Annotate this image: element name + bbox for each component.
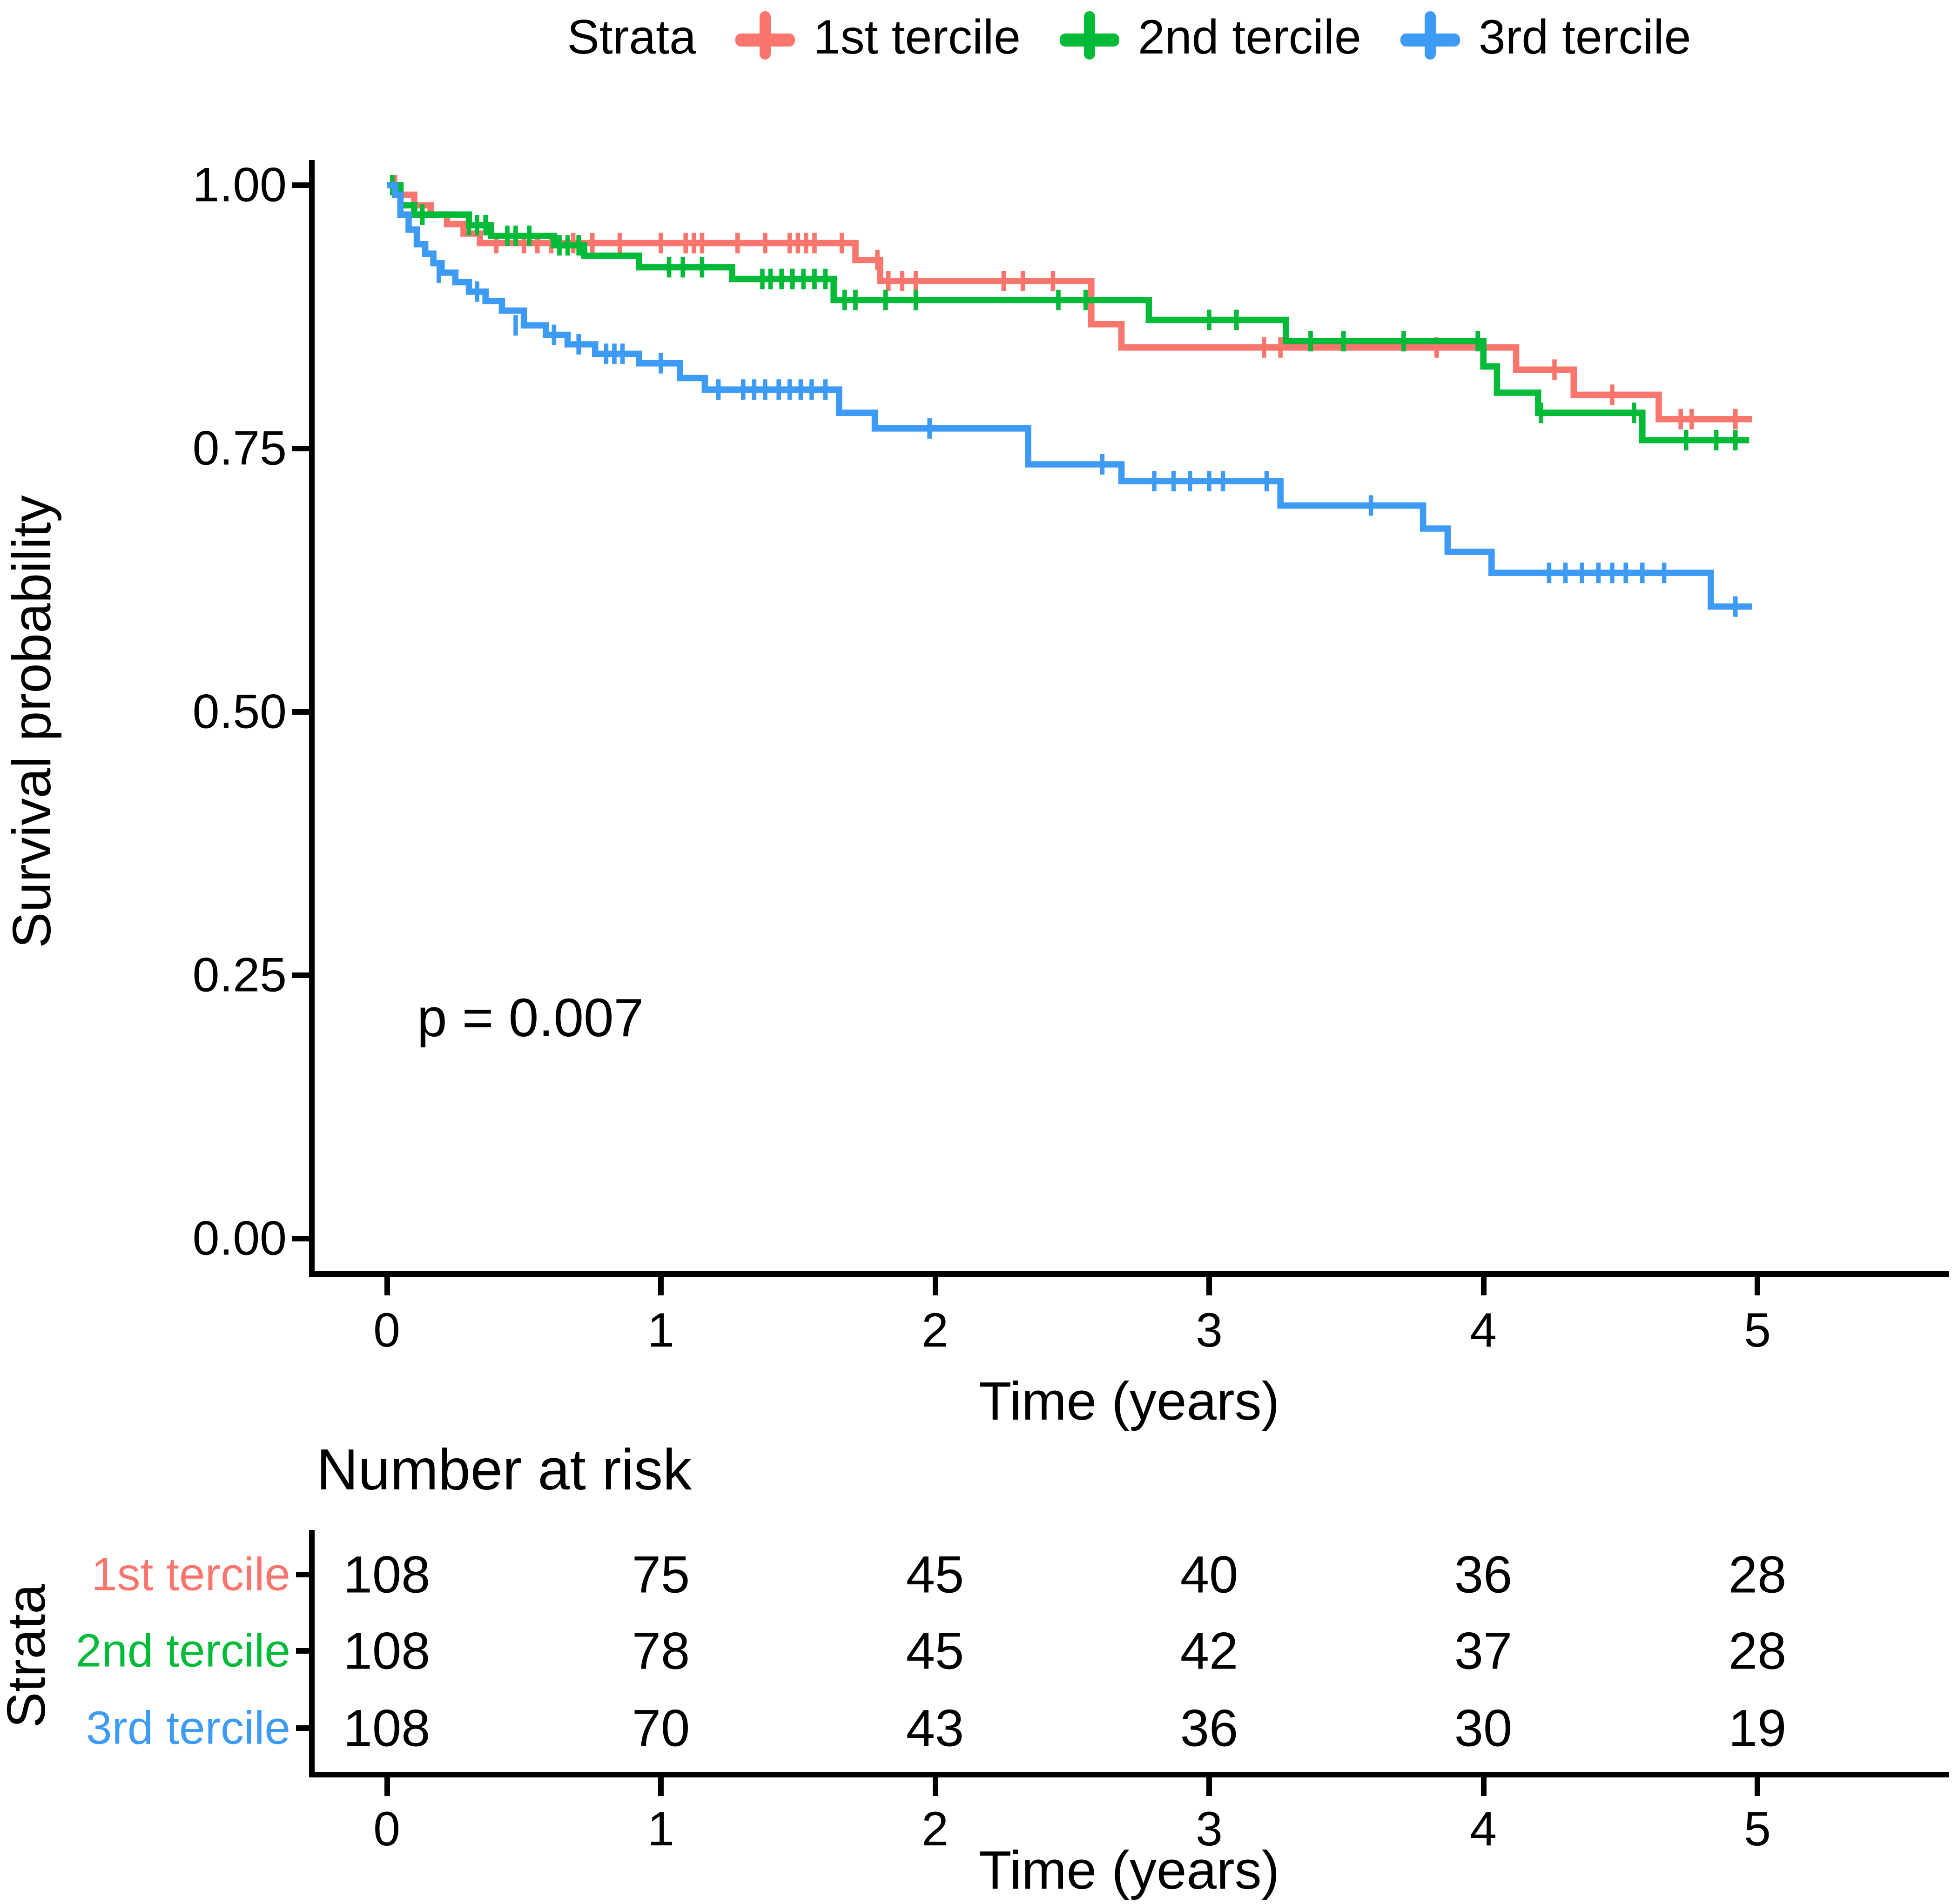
risk-table-x-axis-line [309, 1772, 1949, 1777]
legend-label: 2nd tercile [1138, 10, 1361, 64]
risk-x-tick-label: 2 [922, 1802, 949, 1856]
risk-value: 45 [906, 1622, 964, 1680]
risk-row-tick [296, 1572, 311, 1577]
legend-item-1st-tercile: 1st tercile [733, 9, 1021, 65]
risk-value: 30 [1454, 1699, 1513, 1757]
x-tick-label: 2 [922, 1303, 949, 1357]
risk-x-tick [933, 1777, 938, 1796]
x-tick-label: 4 [1470, 1303, 1497, 1357]
x-tick-label: 3 [1196, 1303, 1223, 1357]
risk-value: 19 [1728, 1699, 1787, 1757]
risk-value: 42 [1180, 1622, 1238, 1680]
risk-value: 43 [906, 1699, 964, 1757]
risk-row-label-2nd-tercile: 2nd tercile [75, 1624, 290, 1677]
censor-plus-icon [1399, 9, 1462, 65]
p-value-label: p = 0.007 [417, 987, 644, 1048]
risk-value: 108 [343, 1699, 431, 1757]
risk-x-tick [1206, 1777, 1212, 1796]
risk-value: 36 [1180, 1699, 1238, 1757]
y-axis-line [309, 160, 315, 1275]
risk-x-tick-label: 5 [1744, 1802, 1771, 1856]
survival-curves [387, 175, 1752, 617]
risk-table-y-axis-line [309, 1530, 315, 1777]
risk-table-axis-title: Strata [0, 1584, 56, 1728]
y-tick [292, 446, 311, 451]
risk-x-tick [1481, 1777, 1487, 1796]
y-tick-label: 0.00 [192, 1211, 287, 1266]
risk-x-tick-label: 3 [1196, 1802, 1223, 1856]
risk-value: 37 [1454, 1622, 1513, 1680]
risk-x-tick [658, 1777, 664, 1796]
risk-value: 108 [343, 1622, 431, 1680]
survival-curve-2nd-tercile [387, 182, 1749, 443]
risk-row-label-3rd-tercile: 3rd tercile [86, 1702, 290, 1754]
y-tick-label: 0.25 [192, 948, 287, 1002]
x-tick [658, 1277, 664, 1295]
risk-x-tick-label: 0 [373, 1802, 400, 1856]
risk-value: 75 [632, 1545, 690, 1604]
legend-item-3rd-tercile: 3rd tercile [1399, 9, 1691, 65]
x-tick [1206, 1277, 1212, 1295]
legend-item-2nd-tercile: 2nd tercile [1058, 9, 1361, 65]
risk-row-tick [296, 1725, 311, 1731]
risk-value: 28 [1728, 1622, 1787, 1680]
risk-value: 108 [343, 1545, 431, 1604]
censor-plus-horizontal [1400, 34, 1460, 47]
y-tick [292, 1236, 311, 1241]
risk-value: 28 [1728, 1545, 1787, 1604]
risk-value: 78 [632, 1622, 690, 1680]
risk-x-tick [1755, 1777, 1760, 1796]
risk-value: 40 [1180, 1545, 1238, 1604]
risk-x-tick-label: 1 [647, 1802, 674, 1856]
risk-value: 45 [906, 1545, 964, 1604]
risk-table-x-axis-title: Time (years) [978, 1840, 1280, 1900]
risk-value: 70 [632, 1699, 690, 1757]
x-tick [1755, 1277, 1760, 1295]
risk-value: 36 [1454, 1545, 1513, 1604]
censor-plus-horizontal [735, 34, 795, 47]
x-tick [1481, 1277, 1487, 1295]
survival-curve-3rd-tercile [387, 182, 1752, 610]
censor-plus-horizontal [1060, 34, 1120, 47]
legend-label: 1st tercile [813, 10, 1021, 64]
x-axis-title: Time (years) [978, 1371, 1280, 1431]
legend-title: Strata [567, 10, 696, 64]
x-tick-label: 1 [647, 1303, 674, 1357]
risk-row-tick [296, 1648, 311, 1654]
censor-plus-icon [733, 9, 797, 65]
risk-x-tick-label: 4 [1470, 1802, 1497, 1856]
x-tick-label: 5 [1744, 1303, 1771, 1357]
risk-x-tick [384, 1777, 390, 1796]
y-tick-label: 1.00 [192, 158, 287, 212]
risk-row-label-1st-tercile: 1st tercile [91, 1548, 290, 1601]
y-tick [292, 709, 311, 715]
y-tick-label: 0.50 [192, 684, 287, 739]
x-axis-line [309, 1271, 1949, 1277]
y-tick [292, 182, 311, 188]
y-tick [292, 972, 311, 978]
censor-plus-icon [1058, 9, 1121, 65]
legend: Strata 1st tercile 2nd tercile 3rd terci… [313, 4, 1945, 71]
x-tick-label: 0 [373, 1303, 400, 1357]
risk-table-title: Number at risk [316, 1438, 692, 1502]
x-tick [933, 1277, 938, 1295]
legend-label: 3rd tercile [1478, 10, 1691, 64]
x-tick [384, 1277, 390, 1295]
y-tick-label: 0.75 [192, 421, 287, 476]
